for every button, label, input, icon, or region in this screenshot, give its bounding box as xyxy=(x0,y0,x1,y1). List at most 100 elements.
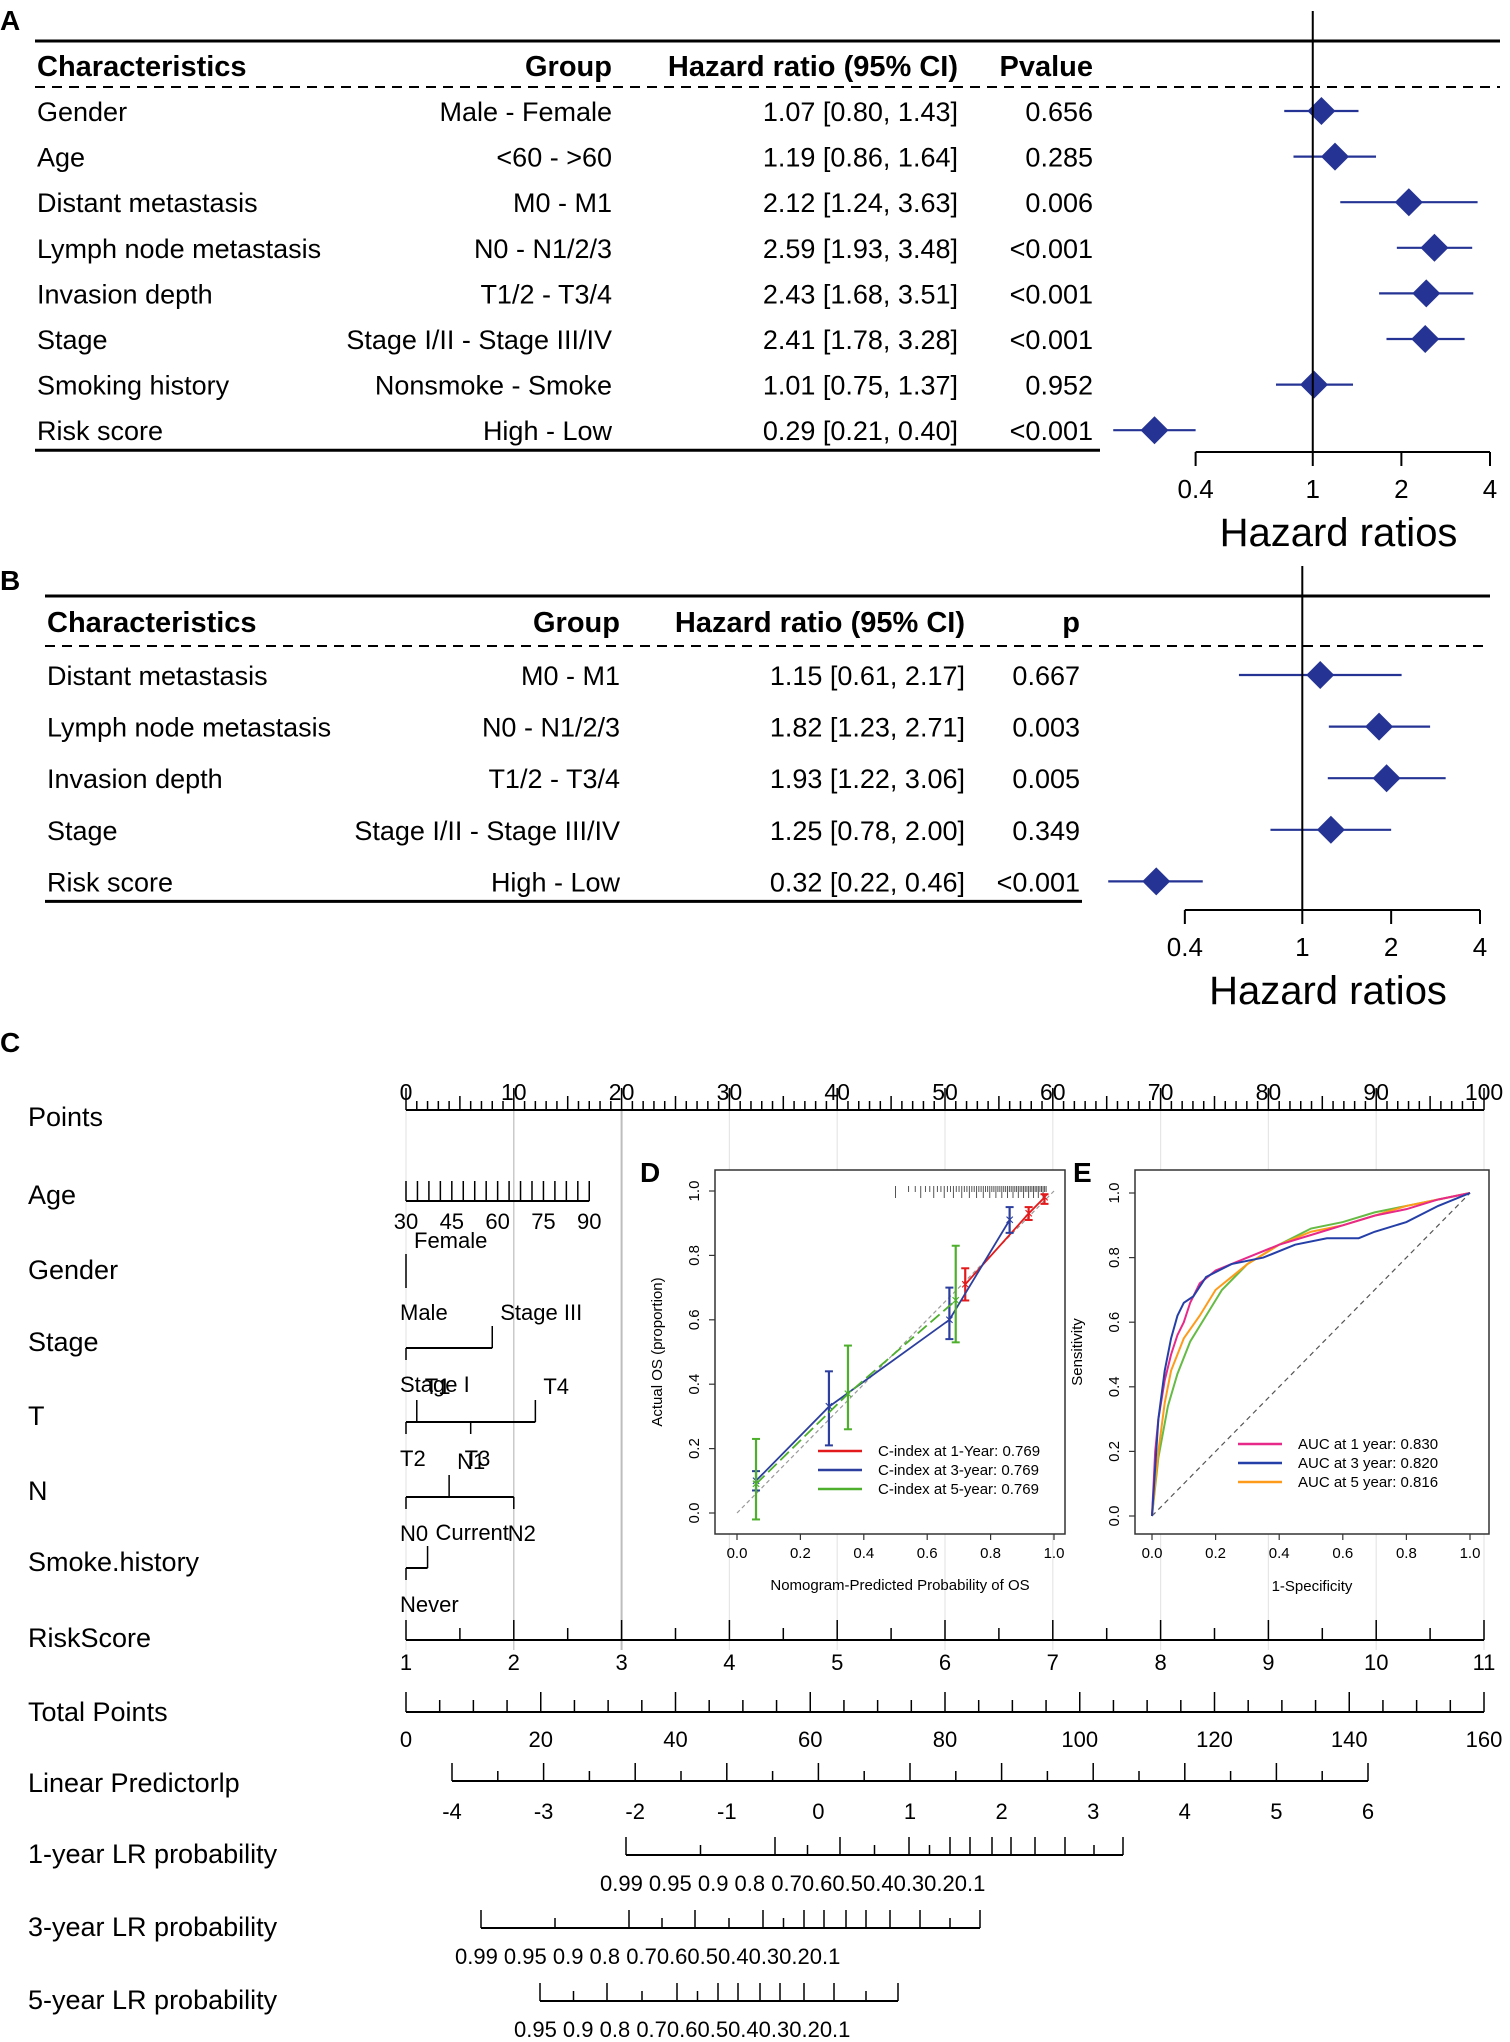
forest-b-row-name: Lymph node metastasis xyxy=(47,713,331,743)
nomogram-linear-predictor-tick-label: 0 xyxy=(812,1799,824,1824)
nomogram-riskscore-tick-label: 4 xyxy=(723,1650,735,1675)
points-tick-label: 0 xyxy=(400,1079,413,1105)
forest-b-row-p: 0.005 xyxy=(1012,764,1080,794)
nomogram-riskscore-tick-label: 11 xyxy=(1473,1650,1496,1675)
forest-b-row-p: 0.667 xyxy=(1012,661,1080,691)
forest-b-row-p: 0.003 xyxy=(1012,713,1080,743)
nomogram-linear-predictor-label: Linear Predictorlp xyxy=(28,1768,240,1798)
roc-y-tick-label: 0.4 xyxy=(1106,1376,1123,1397)
calibration-y-tick-label: 0.8 xyxy=(686,1245,703,1266)
nomogram-var-smoke-history-label: Smoke.history xyxy=(28,1547,200,1577)
forest-b-row-hr: 1.15 [0.61, 2.17] xyxy=(770,661,965,691)
calibration-x-tick-label: 0.4 xyxy=(853,1545,874,1562)
nomogram-linear-predictor-tick-label: 3 xyxy=(1087,1799,1099,1824)
nomogram-linear-predictor-tick-label: 2 xyxy=(995,1799,1007,1824)
forest-a-row-name: Invasion depth xyxy=(37,279,213,309)
points-tick-label: 30 xyxy=(717,1079,743,1105)
forest-a-header-group: Group xyxy=(525,51,612,83)
forest-a-row-p: <0.001 xyxy=(1010,416,1093,446)
forest-a-row-hr: 2.12 [1.24, 3.63] xyxy=(763,188,958,218)
forest-a-row-hr: 0.29 [0.21, 0.40] xyxy=(763,416,958,446)
forest-a-point xyxy=(1300,370,1329,399)
forest-a-row-hr: 1.01 [0.75, 1.37] xyxy=(763,371,958,401)
nomogram-total-points-tick-label: 140 xyxy=(1331,1727,1368,1752)
nomogram-var-age-tick-label: 90 xyxy=(577,1209,601,1234)
roc-series-3-line xyxy=(1151,1192,1471,1517)
forest-b-point xyxy=(1142,867,1171,896)
roc-y-tick-label: 0.0 xyxy=(1106,1506,1123,1527)
forest-b-row-group: High - Low xyxy=(491,867,621,897)
nomogram-linear-predictor-tick-label: -3 xyxy=(534,1799,554,1824)
nomogram-prob-2-tick-labels: 0.99 0.95 0.9 0.8 0.70.60.50.40.30.20.1 xyxy=(455,1944,840,1969)
forest-b-row-group: M0 - M1 xyxy=(521,661,620,691)
forest-a-row-hr: 2.43 [1.68, 3.51] xyxy=(763,279,958,309)
forest-b-row-group: N0 - N1/2/3 xyxy=(482,713,620,743)
calibration-y-tick-label: 0.0 xyxy=(686,1503,703,1524)
nomogram-prob-3-tick-labels: 0.95 0.9 0.8 0.70.60.50.40.30.20.1 xyxy=(514,2017,850,2042)
forest-b-row-hr: 1.82 [1.23, 2.71] xyxy=(770,713,965,743)
nomogram-prob-1-label: 1-year LR probability xyxy=(28,1839,278,1869)
points-tick-label: 60 xyxy=(1040,1079,1066,1105)
calibration-x-tick-label: 0.6 xyxy=(917,1545,938,1562)
roc-legend-label: AUC at 3 year: 0.820 xyxy=(1298,1455,1438,1472)
forest-a-row-name: Smoking history xyxy=(37,371,230,401)
calibration-series-2-line xyxy=(755,1219,1011,1482)
forest-b-header-characteristics: Characteristics xyxy=(47,607,257,639)
nomogram-var-n-label: N xyxy=(28,1476,48,1506)
nomogram-var-t-level-label: T1 xyxy=(425,1374,451,1399)
forest-a-x-tick-label: 0.4 xyxy=(1178,474,1214,504)
forest-a-row-hr: 1.19 [0.86, 1.64] xyxy=(763,143,958,173)
roc-y-tick-label: 1.0 xyxy=(1106,1183,1123,1204)
points-tick-label: 40 xyxy=(824,1079,850,1105)
forest-b-row-name: Risk score xyxy=(47,867,173,897)
calibration-y-tick-label: 0.6 xyxy=(686,1309,703,1330)
forest-b-point xyxy=(1306,661,1335,689)
forest-b-x-axis-label: Hazard ratios xyxy=(1209,969,1447,1013)
forest-b-header-hr: Hazard ratio (95% CI) xyxy=(675,607,965,639)
calibration-series-2-point: × xyxy=(945,1312,954,1329)
forest-a-row-p: <0.001 xyxy=(1010,234,1093,264)
nomogram-riskscore-tick-label: 9 xyxy=(1262,1650,1274,1675)
points-tick-label: 100 xyxy=(1465,1079,1503,1105)
forest-a-header-hr: Hazard ratio (95% CI) xyxy=(668,51,958,83)
forest-a-point xyxy=(1394,188,1423,217)
forest-b-row-p: <0.001 xyxy=(997,867,1080,897)
nomogram-linear-predictor-tick-label: 1 xyxy=(904,1799,916,1824)
nomogram-var-stage-label: Stage xyxy=(28,1327,99,1357)
points-label: Points xyxy=(28,1102,103,1132)
forest-a-row-name: Distant metastasis xyxy=(37,188,258,218)
forest-a-row-p: 0.285 xyxy=(1025,143,1093,173)
forest-b-row-name: Invasion depth xyxy=(47,764,223,794)
calibration-x-tick-label: 0.0 xyxy=(727,1545,748,1562)
roc-legend-label: AUC at 5 year: 0.816 xyxy=(1298,1474,1438,1491)
points-tick-label: 70 xyxy=(1148,1079,1174,1105)
forest-a-x-tick-label: 4 xyxy=(1483,474,1497,504)
forest-b-row-p: 0.349 xyxy=(1012,816,1080,846)
nomogram-var-n-level-label: N0 xyxy=(400,1521,428,1546)
forest-a-row-hr: 1.07 [0.80, 1.43] xyxy=(763,97,958,127)
forest-b-point xyxy=(1365,712,1394,741)
forest-a-row-group: High - Low xyxy=(483,416,613,446)
calibration-series-1-point: × xyxy=(1040,1189,1049,1206)
forest-b-x-tick-label: 0.4 xyxy=(1167,932,1203,962)
nomogram-linear-predictor-tick-label: 5 xyxy=(1270,1799,1282,1824)
forest-a-row-group: Stage I/II - Stage III/IV xyxy=(346,325,612,355)
nomogram-total-points-tick-label: 60 xyxy=(798,1727,822,1752)
forest-a-row-hr: 2.59 [1.93, 3.48] xyxy=(763,234,958,264)
forest-b-row-group: Stage I/II - Stage III/IV xyxy=(354,816,620,846)
calibration-x-axis-label: Nomogram-Predicted Probability of OS xyxy=(770,1577,1029,1594)
nomogram-riskscore-tick-label: 1 xyxy=(400,1650,412,1675)
nomogram-var-age-tick-label: 75 xyxy=(531,1209,555,1234)
roc-y-tick-label: 0.6 xyxy=(1106,1312,1123,1333)
roc-y-tick-label: 0.8 xyxy=(1106,1247,1123,1268)
nomogram-riskscore-tick-label: 6 xyxy=(939,1650,951,1675)
forest-a-x-tick-label: 1 xyxy=(1306,474,1320,504)
nomogram-var-n-level-label: N1 xyxy=(457,1449,485,1474)
roc-x-tick-label: 0.6 xyxy=(1332,1545,1353,1562)
nomogram-linear-predictor-tick-label: -2 xyxy=(625,1799,645,1824)
calibration-series-1-point: × xyxy=(961,1276,970,1293)
nomogram-prob-1-tick-labels: 0.99 0.95 0.9 0.8 0.70.60.50.40.30.20.1 xyxy=(600,1871,985,1896)
nomogram-var-t-level-label: T3 xyxy=(465,1446,491,1471)
nomogram-riskscore-tick-label: 5 xyxy=(831,1650,843,1675)
